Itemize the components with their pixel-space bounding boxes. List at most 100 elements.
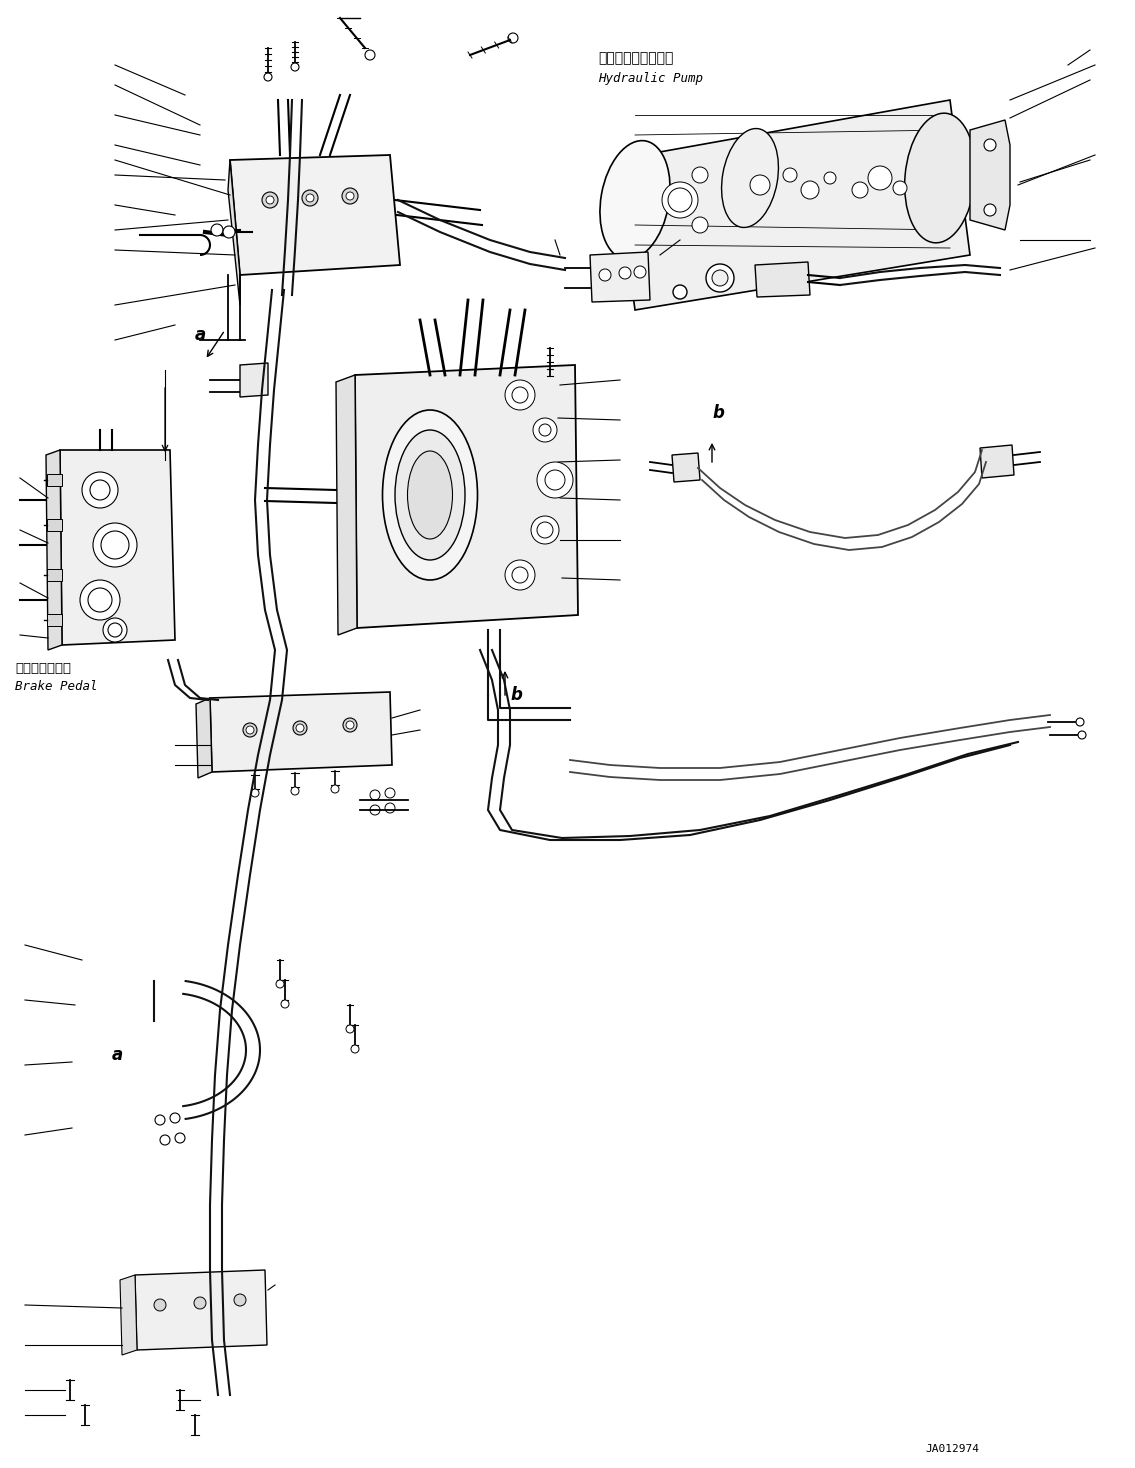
- Circle shape: [634, 266, 646, 277]
- Circle shape: [706, 264, 734, 292]
- Circle shape: [234, 1293, 246, 1307]
- Circle shape: [90, 480, 110, 501]
- Circle shape: [365, 50, 375, 60]
- Circle shape: [662, 182, 698, 219]
- Circle shape: [243, 724, 257, 737]
- Circle shape: [276, 981, 284, 988]
- Circle shape: [89, 589, 112, 612]
- Polygon shape: [135, 1270, 267, 1351]
- Circle shape: [546, 377, 554, 385]
- Circle shape: [692, 217, 708, 233]
- Circle shape: [155, 1116, 165, 1124]
- Polygon shape: [228, 160, 239, 305]
- Circle shape: [370, 790, 380, 800]
- Circle shape: [343, 718, 358, 733]
- Circle shape: [170, 1113, 180, 1123]
- Polygon shape: [47, 451, 62, 650]
- Circle shape: [984, 139, 997, 151]
- Circle shape: [211, 225, 222, 236]
- Circle shape: [537, 523, 553, 537]
- Bar: [47, 570, 62, 581]
- Circle shape: [893, 181, 907, 195]
- Circle shape: [302, 189, 318, 206]
- Circle shape: [296, 724, 304, 733]
- Circle shape: [108, 622, 121, 637]
- Circle shape: [619, 267, 631, 279]
- Ellipse shape: [395, 430, 465, 559]
- Text: Hydraulic Pump: Hydraulic Pump: [598, 72, 703, 85]
- Circle shape: [251, 788, 259, 797]
- Bar: [47, 614, 62, 625]
- Circle shape: [599, 269, 611, 280]
- Circle shape: [1076, 718, 1084, 727]
- Text: 作業機用油圧ポンプ: 作業機用油圧ポンプ: [598, 51, 673, 65]
- Polygon shape: [755, 261, 810, 297]
- Circle shape: [266, 197, 274, 204]
- Circle shape: [712, 270, 728, 286]
- Ellipse shape: [722, 129, 779, 228]
- Circle shape: [346, 721, 354, 730]
- Circle shape: [194, 1298, 205, 1309]
- Circle shape: [385, 803, 395, 813]
- Circle shape: [692, 167, 708, 184]
- Polygon shape: [336, 374, 358, 636]
- Ellipse shape: [382, 410, 478, 580]
- Circle shape: [264, 73, 272, 81]
- Circle shape: [342, 188, 358, 204]
- Polygon shape: [590, 252, 650, 302]
- Circle shape: [868, 166, 892, 189]
- Circle shape: [537, 462, 573, 498]
- Circle shape: [262, 192, 278, 208]
- Circle shape: [669, 188, 692, 211]
- Circle shape: [346, 1025, 354, 1033]
- Circle shape: [508, 32, 518, 43]
- Circle shape: [539, 424, 550, 436]
- Polygon shape: [120, 1276, 137, 1355]
- Circle shape: [331, 785, 339, 793]
- Circle shape: [246, 727, 254, 734]
- Circle shape: [1078, 731, 1086, 738]
- Circle shape: [673, 285, 687, 299]
- Text: a: a: [195, 326, 207, 344]
- Circle shape: [222, 226, 235, 238]
- Ellipse shape: [600, 141, 670, 260]
- Circle shape: [175, 1133, 185, 1144]
- Polygon shape: [210, 691, 392, 772]
- Circle shape: [291, 787, 299, 796]
- Polygon shape: [980, 445, 1014, 479]
- Circle shape: [984, 204, 997, 216]
- Circle shape: [385, 788, 395, 799]
- Circle shape: [545, 470, 565, 490]
- Circle shape: [783, 167, 797, 182]
- Bar: [47, 520, 62, 531]
- Text: JA012974: JA012974: [925, 1445, 980, 1453]
- Circle shape: [103, 618, 127, 642]
- Ellipse shape: [905, 113, 975, 242]
- Circle shape: [82, 473, 118, 508]
- Circle shape: [160, 1135, 170, 1145]
- Text: b: b: [510, 686, 522, 705]
- Polygon shape: [60, 451, 175, 644]
- Polygon shape: [230, 156, 400, 275]
- Polygon shape: [355, 366, 578, 628]
- Circle shape: [154, 1299, 166, 1311]
- Circle shape: [505, 559, 535, 590]
- Circle shape: [512, 567, 528, 583]
- Circle shape: [852, 182, 868, 198]
- Circle shape: [370, 804, 380, 815]
- Circle shape: [293, 721, 306, 735]
- Circle shape: [93, 523, 137, 567]
- Circle shape: [291, 63, 299, 70]
- Text: b: b: [712, 404, 724, 421]
- Circle shape: [281, 1000, 289, 1009]
- Circle shape: [533, 418, 557, 442]
- Polygon shape: [196, 697, 212, 778]
- Circle shape: [531, 515, 560, 545]
- Bar: [47, 474, 62, 486]
- Polygon shape: [615, 100, 970, 310]
- Ellipse shape: [407, 451, 453, 539]
- Circle shape: [79, 580, 120, 619]
- Circle shape: [351, 1045, 359, 1053]
- Circle shape: [512, 388, 528, 404]
- Circle shape: [505, 380, 535, 410]
